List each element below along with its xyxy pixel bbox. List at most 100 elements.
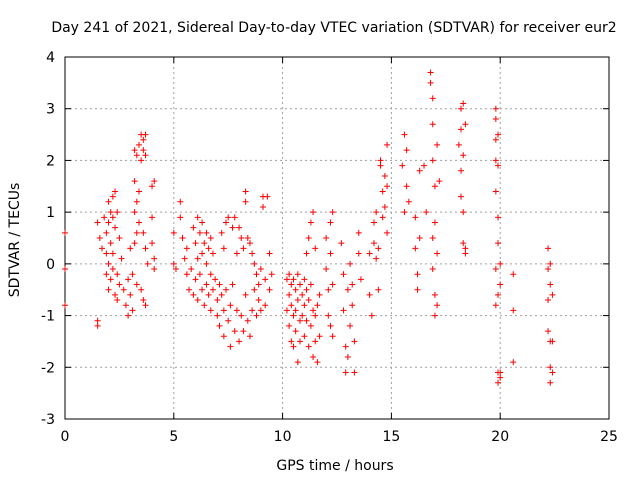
data-point (257, 266, 264, 273)
data-point (405, 198, 412, 205)
data-point (242, 188, 249, 195)
data-point (299, 291, 306, 298)
data-point (401, 131, 408, 138)
data-point (403, 147, 410, 154)
plot-frame (64, 56, 610, 420)
data-point (351, 338, 358, 345)
data-point (384, 183, 391, 190)
data-point (236, 338, 243, 345)
data-point (301, 333, 308, 340)
data-point (109, 214, 116, 221)
data-point (62, 229, 68, 236)
data-point (236, 224, 243, 231)
data-point (103, 229, 110, 236)
data-point (177, 198, 184, 205)
data-point (194, 255, 201, 262)
data-point (225, 317, 232, 324)
data-point (196, 271, 203, 278)
data-point (301, 302, 308, 309)
data-point (135, 141, 142, 148)
data-point (349, 281, 356, 288)
data-point (294, 297, 301, 304)
data-point (429, 157, 436, 164)
data-point (207, 271, 214, 278)
data-point (186, 286, 193, 293)
data-point (238, 312, 245, 319)
data-point (381, 203, 388, 210)
data-point (292, 328, 299, 335)
data-point (351, 369, 358, 376)
data-point (133, 281, 140, 288)
data-point (194, 297, 201, 304)
data-point (344, 353, 351, 360)
y-tick-label: -1 (41, 309, 55, 325)
data-point (303, 317, 310, 324)
data-point (510, 271, 517, 278)
data-point (497, 369, 504, 376)
data-point (201, 240, 208, 247)
y-tick-label: -3 (41, 412, 55, 428)
data-point (233, 250, 240, 257)
data-point (109, 266, 116, 273)
data-point (251, 286, 258, 293)
data-point (253, 312, 260, 319)
data-point (370, 240, 377, 247)
data-point (190, 224, 197, 231)
data-point (260, 203, 267, 210)
data-point (140, 147, 147, 154)
data-point (101, 214, 108, 221)
data-point (325, 312, 332, 319)
data-point (497, 260, 504, 267)
data-point (98, 245, 105, 252)
data-point (381, 172, 388, 179)
data-point (133, 198, 140, 205)
data-point (268, 271, 275, 278)
data-point (545, 297, 552, 304)
data-point (103, 250, 110, 257)
data-point (299, 312, 306, 319)
data-point (257, 307, 264, 314)
data-point (262, 302, 269, 309)
y-tick-label: 1 (46, 205, 55, 221)
data-point (460, 209, 467, 216)
data-point (244, 317, 251, 324)
data-point (301, 276, 308, 283)
y-axis-label: SDTVAR / TECUs (7, 183, 23, 298)
data-point (323, 235, 330, 241)
data-point (246, 240, 253, 247)
data-point (151, 178, 158, 185)
data-point (329, 281, 336, 288)
data-point (458, 167, 465, 174)
data-point (368, 312, 375, 319)
data-point (209, 286, 216, 293)
data-point (140, 229, 147, 236)
data-point (240, 328, 247, 335)
data-point (114, 271, 121, 278)
data-point (138, 157, 145, 164)
data-point (207, 235, 214, 241)
data-point (303, 250, 310, 257)
data-point (492, 302, 499, 309)
data-point (379, 188, 386, 195)
data-point (107, 209, 114, 216)
data-point (203, 260, 210, 267)
data-point (264, 193, 271, 200)
data-point (373, 209, 380, 216)
data-point (122, 302, 129, 309)
data-point (138, 286, 145, 293)
data-point (357, 276, 364, 283)
data-point (312, 245, 319, 252)
data-point (196, 229, 203, 236)
data-point (131, 209, 138, 216)
data-point (242, 291, 249, 298)
data-point (458, 105, 465, 112)
data-point (201, 302, 208, 309)
data-point (96, 235, 103, 241)
data-point (127, 291, 134, 298)
data-point (355, 250, 362, 257)
data-point (458, 126, 465, 133)
data-point (170, 260, 177, 267)
data-point (216, 281, 223, 288)
data-point (142, 131, 149, 138)
